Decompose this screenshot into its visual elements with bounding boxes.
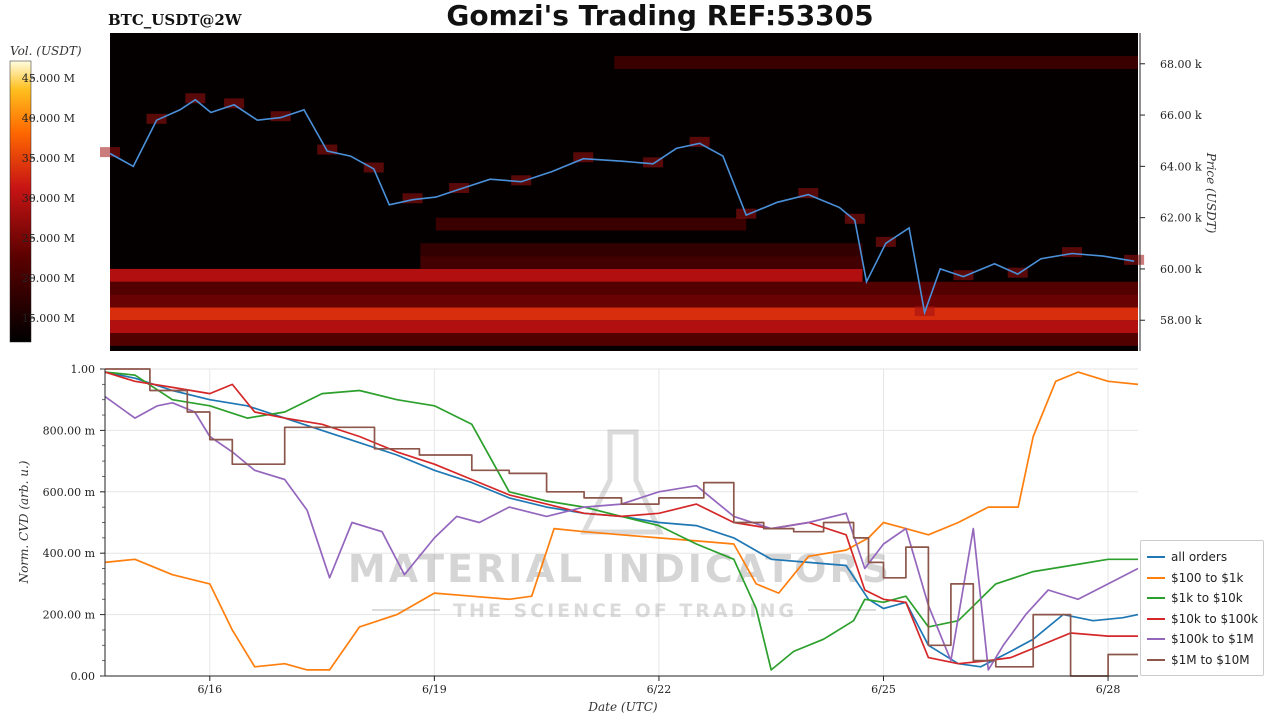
legend-label: $1k to $10k: [1171, 591, 1243, 605]
colorbar-label: Vol. (USDT): [10, 44, 82, 58]
legend-label: $10k to $100k: [1171, 611, 1259, 626]
heatmap-cell: [1124, 254, 1145, 265]
cvd-series-line: [104, 371, 1138, 671]
colorbar-tick-label: 15.000 M: [22, 312, 75, 325]
colorbar-tick-label: 25.000 M: [22, 232, 75, 245]
heatmap-band: [110, 294, 1138, 308]
flask-icon: [579, 429, 664, 535]
legend-item: $10k to $100k: [1147, 609, 1258, 629]
heatmap-cell: [798, 188, 819, 199]
heatmap-band: [420, 256, 863, 269]
heatmap-cell: [402, 193, 423, 204]
cvd-x-tick-label: 6/16: [197, 683, 222, 696]
cvd-series-line: [104, 395, 1139, 671]
price-axis: 58.00 k 60.00 k 62.00 k 64.00 k 66.00 k 68.00…: [1139, 33, 1218, 351]
legend: all orders $100 to $1k $1k to $10k $10k to …: [1140, 540, 1264, 676]
heatmap-cell: [185, 93, 206, 104]
heatmap-band: [110, 268, 863, 282]
price-tick-label: 66.00 k: [1160, 109, 1202, 122]
colorbar-tick-label: 40.000 M: [22, 112, 75, 125]
cvd-y-tick-label: 0.00: [71, 670, 96, 683]
heatmap-band: [614, 56, 1138, 69]
legend-swatch: [1147, 658, 1165, 661]
price-axis-label: Price (USDT): [1204, 152, 1218, 234]
legend-label: all orders: [1171, 550, 1228, 564]
heatmap-cell: [224, 98, 245, 109]
cvd-x-axis-label: Date (UTC): [587, 700, 657, 714]
legend-item: $1M to $10M: [1147, 650, 1250, 670]
heatmap-bands: [100, 56, 1145, 346]
heatmap-cell: [146, 113, 167, 124]
price-tick-label: 58.00 k: [1160, 314, 1202, 327]
colorbar-ticks: 45.000 M 40.000 M 35.000 M 30.000 M 25.000 M…: [22, 72, 75, 325]
watermark-line1: MATERIAL INDICATORS: [348, 547, 892, 591]
heatmap-cell: [953, 270, 974, 281]
heatmap-band: [110, 333, 1138, 346]
heatmap-cell: [573, 152, 594, 163]
heatmap-band: [435, 217, 747, 231]
heatmap-cell: [1062, 247, 1083, 258]
legend-item: $1k to $10k: [1147, 588, 1243, 608]
legend-swatch: [1147, 576, 1165, 579]
cvd-y-tick-label: 400.00 m: [43, 547, 96, 560]
cvd-x-tick-label: 6/25: [871, 683, 896, 696]
legend-label: $1M to $10M: [1171, 652, 1250, 667]
price-tick-label: 64.00 k: [1160, 160, 1202, 173]
price-tick-label: 60.00 k: [1160, 263, 1202, 276]
cvd-y-tick-label: 1.00: [71, 363, 96, 376]
cvd-y-tick-label: 600.00 m: [43, 486, 96, 499]
heatmap-cell: [875, 236, 896, 247]
heatmap-cell: [270, 111, 291, 122]
heatmap-cell: [449, 183, 470, 194]
legend-label: $100 to $1k: [1171, 570, 1244, 585]
cvd-y-tick-label: 800.00 m: [43, 424, 96, 437]
heatmap-band: [110, 281, 1138, 295]
heatmap-cell: [100, 147, 120, 158]
cvd-series-line: [104, 371, 1138, 665]
cvd-x-tick-label: 6/22: [647, 683, 672, 696]
legend-swatch: [1147, 597, 1165, 599]
pair-label: BTC_USDT@2W: [108, 11, 243, 29]
price-tick-label: 68.00 k: [1160, 58, 1202, 71]
price-tick-label: 62.00 k: [1160, 212, 1202, 225]
colorbar-tick-label: 30.000 M: [22, 192, 75, 205]
legend-swatch: [1147, 638, 1165, 640]
cvd-series-line: [105, 368, 1138, 677]
cvd-x-tick-label: 6/19: [422, 683, 447, 696]
legend-label: $100k to $1M: [1171, 632, 1254, 646]
legend-swatch: [1147, 617, 1165, 620]
legend-item: all orders: [1147, 547, 1227, 567]
heatmap-cell: [689, 136, 710, 147]
cvd-series: [104, 368, 1139, 677]
heatmap-cell: [643, 157, 664, 168]
heatmap-band: [110, 320, 1138, 334]
cvd-y-axis-label: Norm. CVD (arb. u.): [17, 460, 31, 584]
heatmap-band: [110, 307, 1138, 321]
price-line: [109, 98, 1135, 316]
cvd-plot-area: [105, 369, 1138, 676]
colorbar-tick-label: 20.000 M: [22, 272, 75, 285]
heatmap-band: [420, 243, 863, 257]
colorbar-tick-label: 45.000 M: [22, 72, 75, 85]
cvd-axes: 0.00 200.00 m 400.00 m 600.00 m 800.00 m 1.00…: [43, 363, 1121, 696]
cvd-x-tick-label: 6/28: [1096, 683, 1121, 696]
colorbar: [9, 60, 32, 343]
legend-swatch: [1147, 556, 1165, 558]
legend-item: $100 to $1k: [1147, 568, 1243, 588]
heatmap-cell: [363, 162, 384, 173]
heatmap-cell: [844, 213, 865, 224]
watermark-line2: THE SCIENCE OF TRADING: [453, 600, 797, 622]
chart-title: Gomzi's Trading REF:53305: [446, 0, 873, 32]
cvd-series-line: [104, 371, 1139, 671]
heatmap-cell: [1007, 267, 1028, 278]
cvd-y-tick-label: 200.00 m: [43, 609, 96, 622]
legend-item: $100k to $1M: [1147, 629, 1254, 649]
heatmap-cell: [511, 175, 532, 186]
colorbar-tick-label: 35.000 M: [22, 152, 75, 165]
cvd-series-line: [104, 371, 1139, 668]
